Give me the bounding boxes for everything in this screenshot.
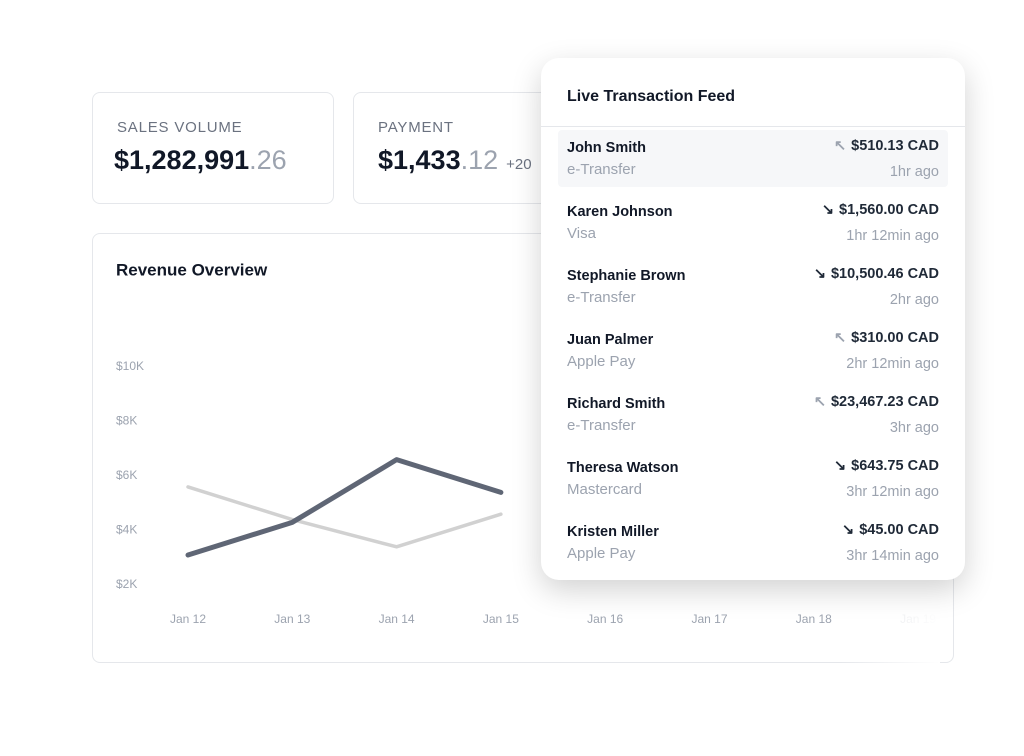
direction-icon: ↘	[813, 266, 826, 282]
payment-method: Apple Pay	[567, 353, 636, 370]
amount: ↖ $310.00 CAD	[834, 330, 939, 346]
x-tick-label: Jan 17	[691, 612, 727, 626]
customer-name: Richard Smith	[567, 396, 666, 412]
stat-whole: $1,282,991	[114, 145, 250, 175]
amount: ↘ $1,560.00 CAD	[822, 202, 939, 218]
feed-title: Live Transaction Feed	[567, 88, 736, 105]
x-tick-label: Jan 13	[274, 612, 310, 626]
direction-icon: ↖	[833, 330, 847, 346]
stat-label: SALES VOLUME	[117, 119, 243, 136]
amount-value: $23,467.23 CAD	[830, 394, 939, 410]
stat-cents: .12	[460, 145, 499, 175]
stat-card: SALES VOLUME $1,282,991.26	[92, 92, 334, 204]
time-ago: 3hr 14min ago	[846, 548, 939, 564]
amount-value: $510.13 CAD	[851, 138, 939, 154]
time-ago: 1hr 12min ago	[846, 228, 939, 244]
x-tick-label: Jan 15	[483, 612, 519, 626]
stat-value: $1,282,991.26	[114, 145, 287, 176]
customer-name: John Smith	[567, 140, 646, 156]
direction-icon: ↘	[842, 522, 855, 538]
x-tick-label: Jan 12	[170, 612, 206, 626]
time-ago: 3hr ago	[889, 420, 939, 436]
x-tick-label: Jan 14	[379, 612, 415, 626]
direction-icon: ↘	[821, 202, 835, 218]
customer-name: Stephanie Brown	[567, 268, 686, 284]
payment-method: Visa	[567, 225, 596, 242]
stat-label: PAYMENT	[378, 119, 454, 136]
direction-icon: ↖	[833, 138, 847, 154]
time-ago: 2hr 12min ago	[846, 356, 939, 372]
chart-title: Revenue Overview	[116, 260, 268, 279]
amount-value: $1,560.00 CAD	[839, 202, 939, 218]
stat-change: +20	[506, 156, 532, 173]
amount-value: $45.00 CAD	[859, 522, 939, 538]
x-tick-label: Jan 16	[587, 612, 623, 626]
y-tick-label: $8K	[116, 414, 137, 428]
y-tick-label: $6K	[116, 468, 137, 482]
amount-value: $310.00 CAD	[851, 330, 939, 346]
stat-value: $1,433.12 +20	[378, 145, 532, 176]
transaction-row: Karen Johnson Visa ↘ $1,560.00 CAD 1hr 12min…	[558, 194, 948, 251]
stat-whole: $1,433	[378, 145, 461, 175]
transaction-row: Theresa Watson Mastercard ↘ $643.75 CAD 3hr …	[558, 450, 948, 507]
amount-value: $10,500.46 CAD	[830, 266, 939, 282]
series-line	[185, 457, 504, 558]
stat-cents: .26	[249, 145, 287, 175]
payment-method: e-Transfer	[567, 161, 636, 178]
payment-method: Mastercard	[567, 481, 643, 498]
direction-icon: ↘	[833, 458, 847, 474]
amount: ↘ $45.00 CAD	[842, 522, 939, 538]
x-tick-label: Jan 18	[796, 612, 832, 626]
amount-value: $643.75 CAD	[851, 458, 939, 474]
amount: ↘ $10,500.46 CAD	[814, 266, 939, 282]
time-ago: 1hr ago	[889, 164, 939, 180]
y-tick-label: $4K	[116, 523, 137, 537]
customer-name: Juan Palmer	[567, 332, 654, 348]
series-line	[186, 485, 503, 549]
time-ago: 3hr 12min ago	[846, 484, 939, 500]
direction-icon: ↖	[813, 394, 826, 410]
transaction-row: Stephanie Brown e-Transfer ↘ $10,500.46 CAD…	[558, 258, 948, 315]
payment-method: e-Transfer	[567, 289, 636, 306]
transaction-row: Kristen Miller Apple Pay ↘ $45.00 CAD 3hr 14…	[558, 514, 948, 571]
time-ago: 2hr ago	[889, 292, 939, 308]
payment-method: e-Transfer	[567, 417, 636, 434]
y-tick-label: $2K	[116, 577, 137, 591]
payment-method: Apple Pay	[567, 545, 636, 562]
transaction-row: John Smith e-Transfer ↖ $510.13 CAD 1hr ago	[558, 130, 948, 187]
amount: ↖ $510.13 CAD	[834, 138, 939, 154]
customer-name: Kristen Miller	[567, 524, 659, 540]
y-tick-label: $10K	[116, 359, 144, 373]
transaction-row: Juan Palmer Apple Pay ↖ $310.00 CAD 2hr 12mi…	[558, 322, 948, 379]
transaction-row: Richard Smith e-Transfer ↖ $23,467.23 CAD 3h…	[558, 386, 948, 443]
amount: ↘ $643.75 CAD	[834, 458, 939, 474]
customer-name: Theresa Watson	[567, 460, 679, 476]
customer-name: Karen Johnson	[567, 204, 673, 220]
transaction-feed: Live Transaction Feed John Smith e-Transf…	[541, 58, 965, 580]
amount: ↖ $23,467.23 CAD	[814, 394, 939, 410]
divider	[541, 126, 965, 127]
